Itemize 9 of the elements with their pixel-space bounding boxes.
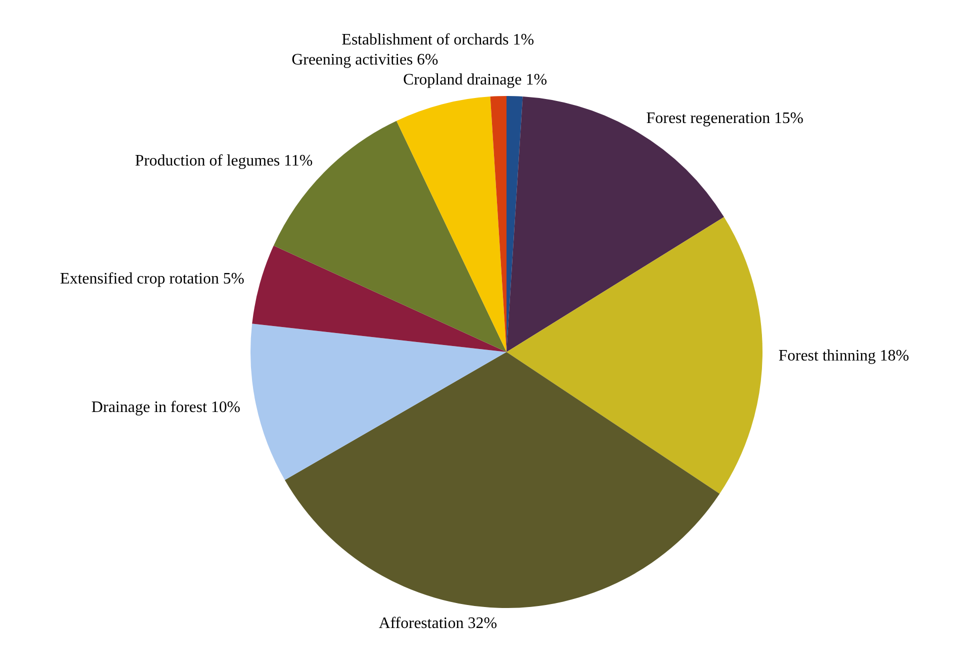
slice-label: Extensified crop rotation 5% [60,270,244,288]
slice-label: Forest thinning 18% [778,348,910,365]
slice-label: Drainage in forest 10% [91,398,240,416]
slice-label: Afforestation 32% [378,615,498,632]
slice-label: Cropland drainage 1% [403,71,548,88]
slice-label: Forest regeneration 15% [646,110,804,127]
slice-label: Production of legumes 11% [135,152,313,170]
slice-label: Establishment of orchards 1% [342,31,534,48]
slice-label: Greening activities 6% [292,51,438,68]
